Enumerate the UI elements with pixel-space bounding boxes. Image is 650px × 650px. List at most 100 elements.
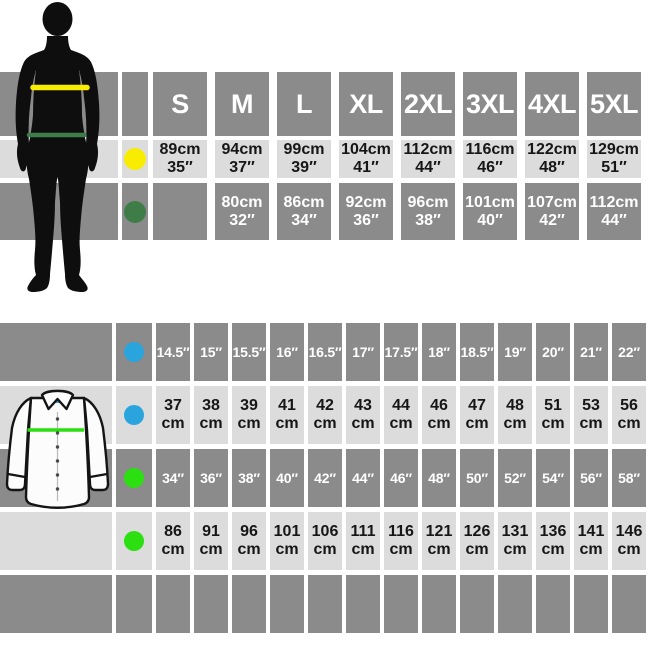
- cm-unit-label: cm: [427, 415, 451, 432]
- cm-value: 136: [539, 523, 567, 540]
- cm-value: 39: [240, 397, 258, 414]
- cm-value: 47: [468, 397, 486, 414]
- cm-value: 112cm: [403, 141, 453, 158]
- inch-value: 16.5″: [308, 344, 342, 360]
- cm-unit-label: cm: [275, 541, 299, 558]
- measurement-cell: [498, 575, 532, 633]
- cm-value: 101: [273, 523, 301, 540]
- measurement-cell: 107cm 42″: [525, 183, 579, 240]
- figure-band-cell: [0, 140, 118, 178]
- size-label: 2XL: [403, 88, 453, 119]
- measurement-cell: 36″: [194, 449, 228, 507]
- measurement-cell: [384, 575, 418, 633]
- measurement-cell: 34″: [156, 449, 190, 507]
- inch-value: 38″: [415, 211, 441, 229]
- shirt-size-table: 14.5″ 15″ 15.5″ 16″ 16.5″ 17″ 17.5″ 18″ 18.5″ 19″…: [0, 323, 646, 633]
- blue-dot: [124, 405, 144, 425]
- measurement-cell: 58″: [612, 449, 646, 507]
- cm-unit-label: cm: [541, 541, 565, 558]
- inch-value: 17″: [352, 344, 374, 360]
- cm-value: 86: [164, 523, 182, 540]
- inch-value: 52″: [504, 470, 526, 486]
- measurement-cell: 91 cm: [194, 512, 228, 570]
- inch-value: 36″: [353, 211, 379, 229]
- inch-value: 16″: [276, 344, 298, 360]
- measurement-cell: 116cm 46″: [463, 140, 517, 178]
- measurement-cell: 131 cm: [498, 512, 532, 570]
- measurement-cell: 101cm 40″: [463, 183, 517, 240]
- dark-green-dot: [124, 200, 146, 223]
- measurement-row: 86 cm 91 cm 96 cm 101 cm 106 cm 111 cm 116 cm 121 cm 126…: [0, 512, 646, 570]
- inch-value: 21″: [580, 344, 602, 360]
- size-header-row: S M L XL 2XL 3XL 4XL 5XL: [0, 72, 641, 136]
- cm-value: 112cm: [589, 193, 639, 211]
- measurement-cell: 101 cm: [270, 512, 304, 570]
- measurement-cell: 37 cm: [156, 386, 190, 444]
- cm-value: 91: [202, 523, 220, 540]
- measurement-row: 34″ 36″ 38″ 40″ 42″ 44″ 46″ 48″ 50″ 52″ 54″ 56″ 58″: [0, 449, 646, 507]
- cm-unit-label: cm: [351, 541, 375, 558]
- measurement-cell: 99cm 39″: [277, 140, 331, 178]
- cm-value: 116cm: [465, 141, 515, 158]
- cm-unit-label: cm: [579, 415, 603, 432]
- size-label: M: [231, 88, 254, 119]
- figure-band-cell: [0, 72, 118, 136]
- size-label: 5XL: [589, 88, 639, 119]
- cm-value: 107cm: [527, 193, 577, 211]
- measurement-cell: [156, 575, 190, 633]
- yellow-dot: [124, 148, 146, 170]
- measurement-cell: [232, 575, 266, 633]
- inch-value: 34″: [291, 211, 317, 229]
- measurement-cell: 56″: [574, 449, 608, 507]
- measurement-cell: 46″: [384, 449, 418, 507]
- measurement-cell: 53 cm: [574, 386, 608, 444]
- inch-value: 41″: [353, 159, 379, 176]
- cm-unit-label: cm: [503, 541, 527, 558]
- measurement-cell: 42″: [308, 449, 342, 507]
- cm-unit-label: cm: [503, 415, 527, 432]
- inch-value: 22″: [618, 344, 640, 360]
- measurement-row: 80cm 32″ 86cm 34″ 92cm 36″ 96cm 38″ 101cm 40″ 107c…: [0, 183, 641, 240]
- measurement-cell: 86cm 34″: [277, 183, 331, 240]
- inch-value: 18″: [428, 344, 450, 360]
- cm-unit-label: cm: [313, 415, 337, 432]
- measure-dot-cell: [116, 575, 152, 633]
- measurement-cell: 16″: [270, 323, 304, 381]
- shirt-band-cell: [0, 512, 112, 570]
- cm-value: 44: [392, 397, 410, 414]
- measurement-cell: 116 cm: [384, 512, 418, 570]
- cm-value: 89cm: [159, 141, 201, 158]
- measurement-cell: 16.5″: [308, 323, 342, 381]
- measurement-cell: 20″: [536, 323, 570, 381]
- measurement-cell: 112cm 44″: [587, 183, 641, 240]
- cm-unit-label: cm: [389, 415, 413, 432]
- cm-value: 41: [278, 397, 296, 414]
- shirt-band-cell: [0, 575, 112, 633]
- measurement-cell: 22″: [612, 323, 646, 381]
- measurement-cell: 46 cm: [422, 386, 456, 444]
- measurement-cell: 15″: [194, 323, 228, 381]
- measurement-cell: 92cm 36″: [339, 183, 393, 240]
- size-label: S: [171, 88, 189, 119]
- measurement-cell: [270, 575, 304, 633]
- bright-green-dot: [124, 531, 144, 551]
- measurement-cell: 44″: [346, 449, 380, 507]
- measurement-cell: 94cm 37″: [215, 140, 269, 178]
- cm-value: 111: [350, 523, 376, 540]
- adult-size-table: S M L XL 2XL 3XL 4XL 5XL 89cm 35″ 94cm 37″ 99cm 39″ 10…: [0, 72, 641, 240]
- cm-value: 94cm: [221, 141, 263, 158]
- shirt-band-cell: [0, 449, 112, 507]
- cm-unit-label: cm: [199, 415, 223, 432]
- measurement-cell: 43 cm: [346, 386, 380, 444]
- measurement-cell: 54″: [536, 449, 570, 507]
- cm-value: 141: [577, 523, 605, 540]
- measurement-cell: 50″: [460, 449, 494, 507]
- cm-value: 80cm: [221, 193, 263, 211]
- bright-green-dot: [124, 468, 144, 488]
- measurement-cell: 38″: [232, 449, 266, 507]
- inch-value: 38″: [238, 470, 260, 486]
- inch-value: 35″: [167, 159, 193, 176]
- measurement-cell: 112cm 44″: [401, 140, 455, 178]
- inch-value: 15.5″: [232, 344, 266, 360]
- cm-unit-label: cm: [199, 541, 223, 558]
